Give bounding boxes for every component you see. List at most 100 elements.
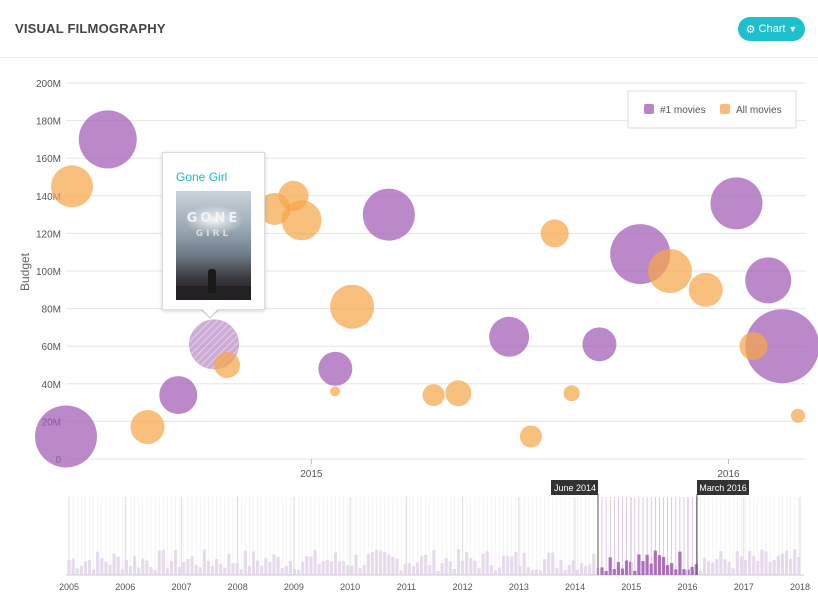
- timeline-density-bar: [305, 556, 309, 575]
- timeline-density-bar: [547, 552, 551, 575]
- timeline-density-bar: [420, 555, 424, 575]
- timeline-density-bar: [481, 553, 485, 575]
- timeline-density-bar: [387, 554, 391, 575]
- y-tick-label: 80M: [42, 305, 61, 316]
- timeline-density-bar: [588, 564, 592, 575]
- page-title: VISUAL FILMOGRAPHY: [15, 21, 166, 36]
- timeline-density-bar: [452, 569, 456, 575]
- bubble-number-one-movie[interactable]: [582, 327, 617, 362]
- bubble-all-movies[interactable]: [51, 165, 93, 208]
- timeline-density-bar: [219, 563, 223, 575]
- timeline-density-bar: [174, 549, 178, 575]
- timeline-density-bar: [485, 551, 489, 575]
- timeline-density-bar: [764, 551, 768, 575]
- timeline-overview[interactable]: 2005 2006 2007 2008 2009 2010 2011 2012 2013 2014…: [59, 480, 810, 592]
- timeline-density-bar: [379, 550, 383, 575]
- timeline-density-bar: [616, 562, 620, 575]
- timeline-density-bar: [440, 563, 444, 575]
- bubble-number-one-movie[interactable]: [159, 376, 198, 415]
- timeline-density-bar: [678, 551, 682, 575]
- timeline-density-bar: [698, 570, 702, 575]
- timeline-density-bar: [735, 551, 739, 575]
- bubble-all-movies[interactable]: [519, 425, 542, 448]
- timeline-density-bar: [629, 561, 633, 575]
- timeline-density-bar: [338, 561, 342, 575]
- timeline-density-bar: [497, 567, 502, 575]
- bubble-number-one-movie[interactable]: [362, 188, 415, 241]
- timeline-density-bar: [625, 560, 629, 575]
- bubble-all-movies[interactable]: [130, 410, 165, 445]
- bubble-all-movies[interactable]: [214, 352, 241, 378]
- timeline-density-bar: [198, 567, 202, 575]
- legend-label-all-movies: All movies: [736, 105, 782, 116]
- timeline-density-bar: [711, 562, 715, 575]
- bubble-number-one-movie[interactable]: [745, 309, 818, 384]
- timeline-density-bar: [362, 565, 366, 575]
- bubble-all-movies[interactable]: [445, 380, 472, 407]
- bubble-all-movies[interactable]: [739, 332, 768, 361]
- timeline-density-bar: [756, 560, 760, 575]
- timeline-density-bar: [194, 564, 198, 575]
- timeline-density-bar: [223, 567, 227, 575]
- timeline-density-bar: [370, 552, 374, 575]
- timeline-density-bar: [534, 569, 538, 575]
- y-tick-label: 160M: [36, 154, 61, 165]
- timeline-density-bar: [186, 558, 190, 575]
- timeline-density-bar: [346, 565, 350, 575]
- timeline-density-bar: [161, 549, 165, 575]
- bubble-number-one-movie[interactable]: [745, 257, 792, 304]
- bubble-all-movies[interactable]: [688, 272, 723, 307]
- timeline-year-label: 2010: [340, 582, 360, 592]
- bubble-all-movies[interactable]: [791, 408, 805, 423]
- bubble-all-movies[interactable]: [563, 385, 580, 402]
- timeline-density-bar: [797, 557, 801, 575]
- timeline-density-bar: [247, 565, 251, 575]
- timeline-density-bar: [329, 561, 333, 575]
- timeline-density-bar: [75, 568, 79, 575]
- timeline-density-bar: [551, 552, 555, 575]
- bubble-number-one-movie[interactable]: [489, 316, 530, 357]
- timeline-year-label: 2011: [397, 582, 416, 592]
- timeline-density-bar: [104, 561, 108, 575]
- y-tick-label: 180M: [36, 117, 61, 128]
- timeline-density-bar: [448, 561, 452, 575]
- timeline-density-bar: [780, 553, 784, 575]
- timeline-density-bar: [411, 566, 415, 575]
- timeline-density-bar: [666, 565, 670, 575]
- bubble-all-movies[interactable]: [540, 219, 569, 248]
- bubble-number-one-movie[interactable]: [78, 110, 137, 169]
- bubble-all-movies[interactable]: [422, 384, 445, 407]
- poster-title-line1: GONE: [186, 211, 241, 226]
- timeline-density-bar: [235, 563, 239, 575]
- bubble-number-one-movie[interactable]: [710, 177, 763, 230]
- timeline-density-bar: [71, 558, 75, 575]
- timeline-density-bar: [415, 562, 420, 575]
- timeline-density-bar: [92, 569, 96, 575]
- timeline-density-bar: [333, 552, 338, 575]
- legend-box: [627, 90, 797, 129]
- bubble-number-one-movie[interactable]: [318, 351, 353, 386]
- timeline-density-bar: [719, 551, 723, 575]
- timeline-density-bar: [116, 556, 120, 575]
- bubble-all-movies[interactable]: [281, 200, 322, 241]
- bubble-all-movies[interactable]: [330, 386, 341, 397]
- timeline-density-bar: [100, 558, 104, 575]
- timeline-density-bar: [592, 553, 596, 575]
- bubble-all-movies[interactable]: [330, 284, 375, 329]
- poster-figure: [208, 269, 216, 293]
- timeline-density-bar: [690, 566, 694, 575]
- timeline-density-bar: [538, 570, 543, 575]
- timeline-year-label: 2007: [171, 582, 191, 592]
- timeline-density-bar: [707, 561, 711, 575]
- tooltip-arrow: [202, 309, 218, 317]
- bubble-number-one-movie[interactable]: [35, 405, 97, 468]
- timeline-density-bar: [210, 565, 215, 575]
- chart-view-button[interactable]: ⚙ Chart ▼: [738, 17, 805, 41]
- timeline-density-bar: [215, 558, 219, 575]
- timeline-density-bar: [612, 569, 616, 575]
- timeline-density-bar: [723, 559, 727, 575]
- bubble-all-movies[interactable]: [647, 249, 692, 293]
- timeline-year-label: 2009: [284, 582, 304, 592]
- timeline-density-bar: [776, 555, 780, 575]
- timeline-density-bar: [157, 550, 161, 575]
